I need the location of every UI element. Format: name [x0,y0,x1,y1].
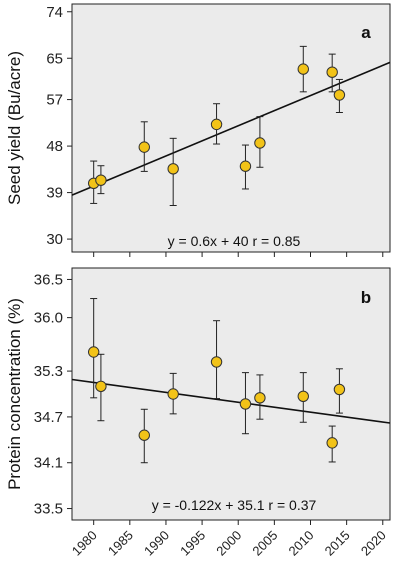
data-marker [210,118,223,131]
y-tick-label: 65 [46,50,63,67]
x-tick-label: 1980 [69,528,100,559]
data-point [239,372,252,435]
panel-b-x-ticks [93,520,384,525]
regression-line [71,378,391,424]
data-point [297,45,309,93]
y-tick-label: 34.7 [34,409,63,426]
data-marker [239,398,252,410]
data-marker [297,63,309,75]
panel-a-y-axis-title: Seed yield (Bu/acre) [5,51,24,205]
data-point [254,374,266,420]
panel-b-fit [71,378,391,424]
data-marker [95,174,107,186]
data-marker [210,356,223,368]
data-marker [138,429,150,441]
shared-x-axis-labels: 1980 1985 1990 1995 2000 2005 2010 2015 2020 [69,528,389,559]
regression-line [71,61,391,196]
data-marker [326,437,338,449]
panel-a-y-ticks: 30 39 48 57 65 74 [46,4,72,248]
y-tick-label: 34.1 [34,455,63,472]
data-marker [167,163,179,175]
y-tick-label: 48 [46,138,63,155]
data-point [210,103,223,145]
data-marker [333,89,346,101]
x-tick-label: 2015 [322,528,353,559]
panel-b-chart: b y = -0.122x + 35.1 r = 0.37 Protein co… [5,267,391,525]
data-marker [95,380,107,393]
data-point [95,353,107,422]
y-tick-label: 74 [46,4,63,21]
data-point [87,298,100,399]
data-point [138,121,150,172]
y-tick-label: 33.5 [34,501,63,518]
panel-a-chart: a y = 0.6x + 40 r = 0.85 Seed yield (Bu/… [5,3,391,257]
x-tick-label: 1985 [105,528,136,559]
data-point [210,320,223,400]
data-point [326,425,338,463]
y-tick-label: 36.0 [34,310,63,327]
data-point [167,137,179,206]
x-tick-label: 2010 [286,528,317,559]
data-marker [138,141,150,153]
panel-b-y-axis-title: Protein concentration (%) [5,298,24,490]
panel-a-equation: y = 0.6x + 40 r = 0.85 [168,233,301,249]
data-marker [254,392,266,404]
data-marker [239,160,252,172]
panel-b-y-ticks: 33.5 34.1 34.7 35.3 36.0 36.5 [34,271,72,518]
data-point [254,116,266,168]
data-marker [254,137,266,149]
x-tick-label: 1990 [141,528,172,559]
data-marker [87,346,100,358]
x-tick-label: 2000 [213,528,244,559]
panel-b-points [87,298,346,464]
data-marker [297,390,309,402]
panel-a-fit [71,61,391,196]
y-tick-label: 57 [46,92,63,109]
x-tick-label: 2020 [358,528,389,559]
panel-a-label: a [361,23,371,42]
panel-b-label: b [361,288,371,307]
data-point [333,78,346,113]
panel-a-x-ticks [93,252,384,257]
y-tick-label: 39 [46,185,63,202]
y-tick-label: 35.3 [34,363,63,380]
panel-a-points [87,45,346,206]
data-point [138,408,150,464]
data-point [297,372,309,423]
data-point [333,368,346,414]
data-marker [333,383,346,396]
x-tick-label: 1995 [177,528,208,559]
data-point [326,53,338,93]
data-marker [167,388,179,400]
x-tick-label: 2005 [249,528,280,559]
data-marker [326,66,338,78]
y-tick-label: 30 [46,231,63,248]
panel-b-equation: y = -0.122x + 35.1 r = 0.37 [152,497,317,513]
y-tick-label: 36.5 [34,271,63,288]
data-point [239,144,252,190]
data-point [167,372,179,415]
data-point [95,165,107,195]
